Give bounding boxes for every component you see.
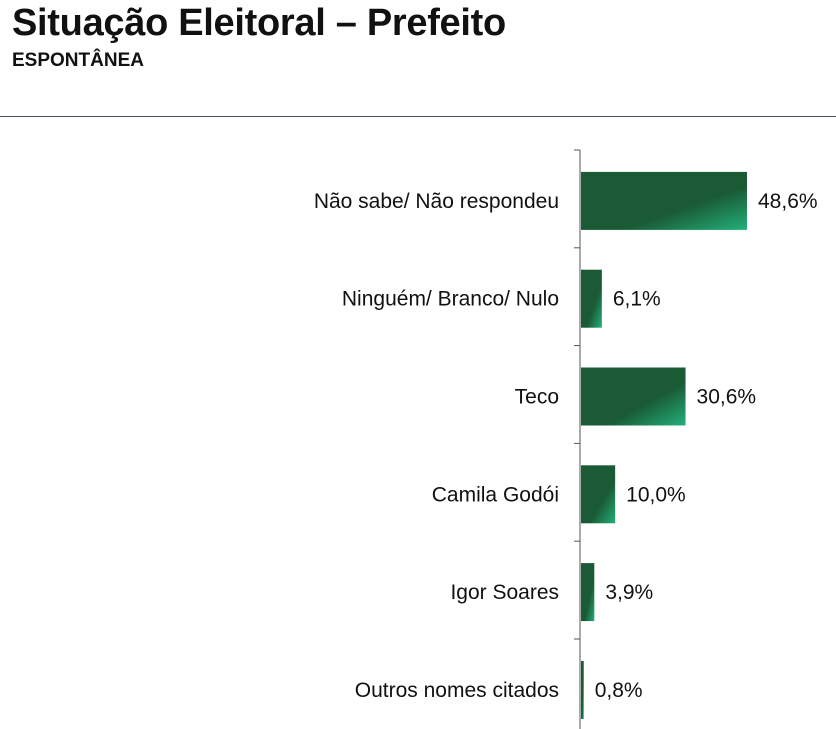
bar [581, 465, 616, 524]
bar [581, 171, 747, 230]
value-label: 0,8% [595, 679, 643, 702]
category-label: Camila Godói [432, 483, 559, 506]
bar [581, 269, 602, 328]
value-label: 10,0% [626, 483, 686, 506]
category-label: Teco [515, 386, 559, 409]
bar [581, 563, 595, 622]
value-label: 6,1% [613, 288, 661, 311]
page-subtitle: ESPONTÂNEA [12, 50, 144, 71]
labels: Não sabe/ Não respondeu 48,6% Ninguém/ Bra… [314, 190, 818, 702]
bar [581, 367, 686, 426]
category-label: Outros nomes citados [355, 679, 559, 702]
bar [581, 660, 584, 719]
value-label: 48,6% [758, 190, 818, 213]
value-label: 30,6% [697, 386, 757, 409]
category-axis [574, 149, 581, 729]
header-divider [0, 116, 836, 117]
category-label: Ninguém/ Branco/ Nulo [342, 288, 559, 311]
category-label: Igor Soares [450, 581, 559, 604]
category-label: Não sabe/ Não respondeu [314, 190, 559, 213]
value-label: 3,9% [605, 581, 653, 604]
bars [581, 171, 747, 719]
page-title: Situação Eleitoral – Prefeito [12, 2, 506, 44]
